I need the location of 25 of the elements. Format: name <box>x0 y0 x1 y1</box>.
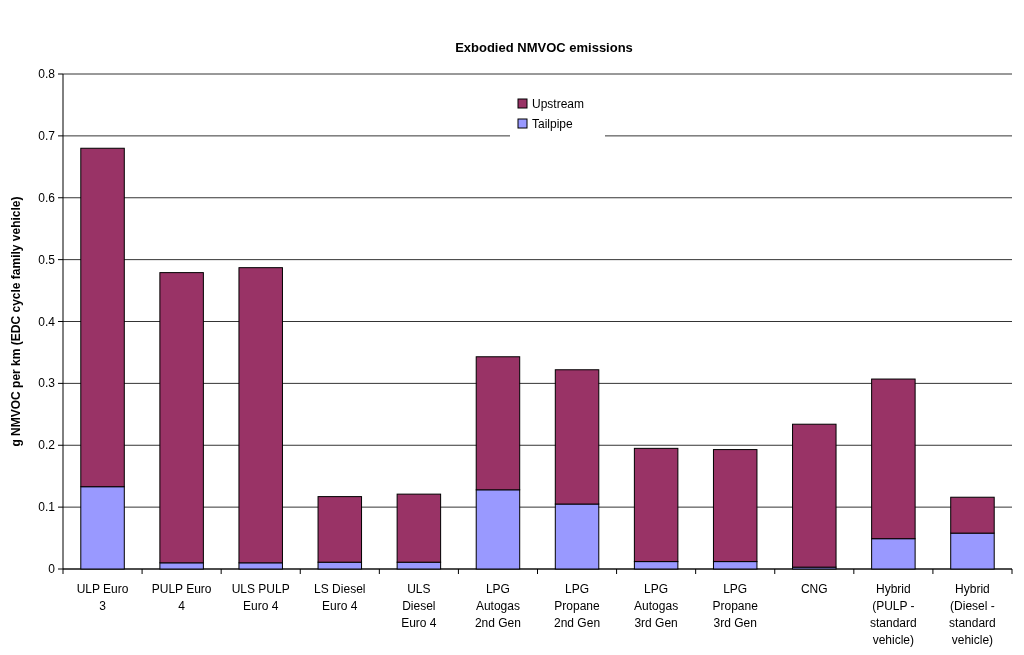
x-tick-label: Hybrid (Diesel - standard vehicle) <box>949 582 996 647</box>
x-tick-label: LPG Autogas 3rd Gen <box>634 582 679 630</box>
x-tick-label: ULS PULP Euro 4 <box>231 582 290 613</box>
x-tick-label: Hybrid (PULP - standard vehicle) <box>870 582 917 647</box>
y-axis-title: g NMVOC per km (EDC cycle family vehicle) <box>9 196 23 447</box>
x-tick-label: ULP Euro 3 <box>76 582 129 613</box>
x-tick-label: CNG <box>800 582 828 596</box>
y-tick-label: 0.5 <box>38 252 56 267</box>
y-tick-label: 0.8 <box>38 67 56 81</box>
y-tick-label: 0.6 <box>38 190 56 205</box>
chart-title: Exbodied NMVOC emissions <box>455 40 633 55</box>
x-tick-label: LS Diesel Euro 4 <box>314 582 366 613</box>
y-tick-label: 0.2 <box>38 438 56 453</box>
y-tick-label: 0.7 <box>38 128 56 143</box>
x-tick-label: LPG Autogas 2nd Gen <box>474 582 521 630</box>
legend-label: Upstream <box>532 97 585 111</box>
legend-label: Tailpipe <box>532 117 574 131</box>
x-tick-label: LPG Propane 2nd Gen <box>554 582 601 630</box>
x-tick-label: LPG Propane 3rd Gen <box>712 582 759 630</box>
y-tick-label: 0.3 <box>38 376 56 391</box>
x-tick-label: PULP Euro 4 <box>151 582 212 613</box>
y-tick-label: 0.1 <box>38 500 56 515</box>
y-tick-label: 0 <box>48 562 56 576</box>
x-tick-label: ULS Diesel Euro 4 <box>401 582 437 630</box>
y-tick-label: 0.4 <box>38 314 56 329</box>
